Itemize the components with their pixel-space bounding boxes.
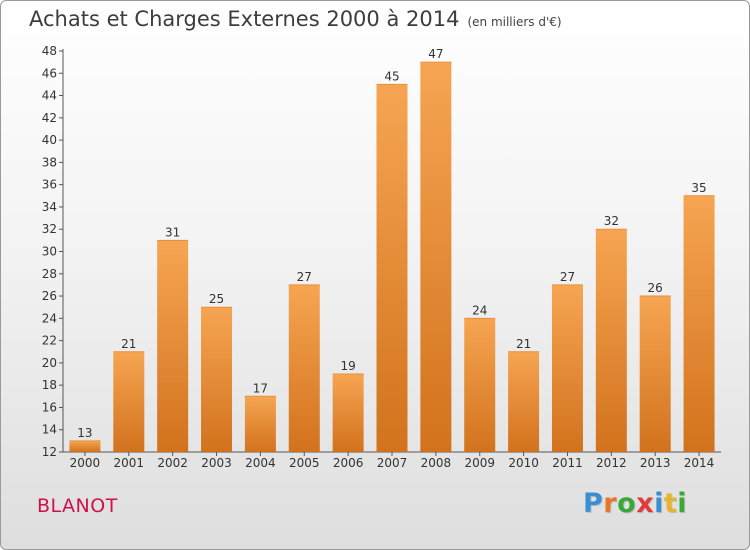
y-tick-label: 16 xyxy=(42,400,57,414)
bar-2001 xyxy=(113,351,145,452)
x-tick-label-2006: 2006 xyxy=(333,456,364,470)
x-tick-label-2007: 2007 xyxy=(377,456,408,470)
y-tick-label: 14 xyxy=(42,423,57,437)
data-label-2008: 47 xyxy=(428,47,443,61)
bar-2011 xyxy=(551,284,583,452)
bar-2002 xyxy=(157,240,189,452)
data-label-2000: 13 xyxy=(77,426,92,440)
y-tick-label: 42 xyxy=(42,111,57,125)
x-tick-label-2011: 2011 xyxy=(552,456,583,470)
data-label-2010: 21 xyxy=(516,337,531,351)
y-tick-label: 20 xyxy=(42,356,57,370)
x-tick-label-2008: 2008 xyxy=(421,456,452,470)
bar-2004 xyxy=(244,396,276,452)
data-label-2001: 21 xyxy=(121,337,136,351)
data-label-2007: 45 xyxy=(384,69,399,83)
data-label-2002: 31 xyxy=(165,225,180,239)
x-tick-label-2004: 2004 xyxy=(245,456,276,470)
y-tick-label: 24 xyxy=(42,311,57,325)
y-tick-label: 26 xyxy=(42,289,57,303)
bar-2006 xyxy=(332,374,364,452)
bar-2010 xyxy=(508,351,540,452)
x-tick-label-2003: 2003 xyxy=(201,456,232,470)
bar-2008 xyxy=(420,62,452,453)
bar-2013 xyxy=(639,296,671,452)
logo-letter: o xyxy=(617,488,637,519)
bar-2012 xyxy=(595,229,627,452)
x-tick-label-2013: 2013 xyxy=(640,456,671,470)
data-label-2013: 26 xyxy=(648,281,663,295)
y-tick-label: 44 xyxy=(42,89,57,103)
y-tick-label: 48 xyxy=(42,44,57,58)
x-tick-label-2014: 2014 xyxy=(684,456,715,470)
logo-letter: r xyxy=(603,488,618,519)
bar-2014 xyxy=(683,195,715,453)
data-label-2012: 32 xyxy=(604,214,619,228)
logo-letter: P xyxy=(583,488,604,519)
bar-2005 xyxy=(288,284,320,452)
x-tick-label-2002: 2002 xyxy=(157,456,188,470)
y-tick-label: 28 xyxy=(42,267,57,281)
x-tick-label-2012: 2012 xyxy=(596,456,627,470)
data-label-2003: 25 xyxy=(209,292,224,306)
y-tick-label: 46 xyxy=(42,66,57,80)
data-label-2009: 24 xyxy=(472,303,487,317)
x-tick-label-2009: 2009 xyxy=(464,456,495,470)
chart-title: Achats et Charges Externes 2000 à 2014 (e… xyxy=(29,7,562,31)
bar-2009 xyxy=(464,318,496,452)
x-tick-label-2010: 2010 xyxy=(508,456,539,470)
x-tick-label-2001: 2001 xyxy=(114,456,145,470)
logo-letter: t xyxy=(663,488,678,519)
y-tick-label: 22 xyxy=(42,334,57,348)
logo-letter: x xyxy=(636,488,655,519)
x-tick-label-2005: 2005 xyxy=(289,456,320,470)
data-label-2005: 27 xyxy=(297,270,312,284)
axes: 12 14 16 18 20 22 24 26 28 30 32 34 36 38 40 42 44 46 48 20… xyxy=(42,44,721,470)
place-name: BLANOT xyxy=(37,495,118,517)
x-tick-label-2000: 2000 xyxy=(70,456,101,470)
logo-letter: i xyxy=(654,488,664,519)
y-tick-label: 36 xyxy=(42,178,57,192)
bar-2007 xyxy=(376,84,408,453)
data-label-2011: 27 xyxy=(560,270,575,284)
bars xyxy=(69,61,715,453)
data-label-2004: 17 xyxy=(253,381,268,395)
proxiti-logo[interactable]: Proxiti xyxy=(583,488,687,519)
y-tick-label: 34 xyxy=(42,200,57,214)
logo-letter: i xyxy=(677,488,688,519)
y-tick-label: 38 xyxy=(42,155,57,169)
data-label-2006: 19 xyxy=(340,359,355,373)
data-labels: 13 21 31 25 17 27 19 45 47 24 21 27 32 26 35 xyxy=(77,47,706,440)
y-tick-label: 40 xyxy=(42,133,57,147)
y-tick-label: 30 xyxy=(42,245,57,259)
bar-2003 xyxy=(201,307,233,452)
bar-2000 xyxy=(69,440,101,452)
chart-subtitle: (en milliers d'€) xyxy=(467,15,562,29)
y-tick-label: 18 xyxy=(42,378,57,392)
title-text: Achats et Charges Externes 2000 à 2014 xyxy=(29,7,460,31)
y-tick-label: 12 xyxy=(42,445,57,459)
data-label-2014: 35 xyxy=(691,181,706,195)
y-tick-label: 32 xyxy=(42,222,57,236)
